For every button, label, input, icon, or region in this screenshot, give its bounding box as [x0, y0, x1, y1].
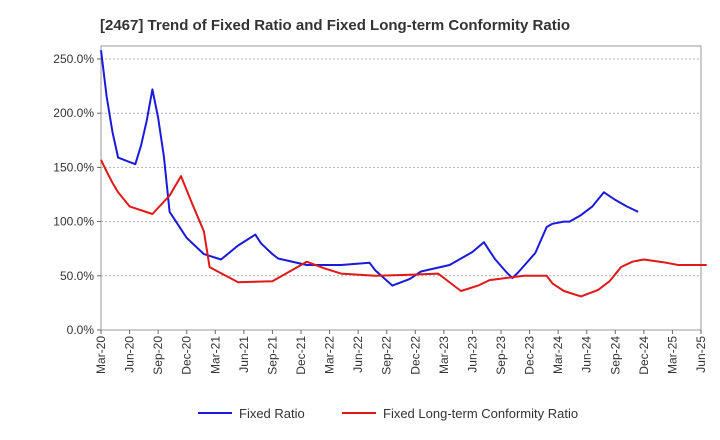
gridlines	[101, 58, 701, 277]
x-tick-label: Dec-22	[408, 336, 422, 375]
x-tick-label: Dec-23	[523, 336, 537, 375]
legend-label-fixed-long-term-conformity-ratio: Fixed Long-term Conformity Ratio	[383, 406, 578, 421]
x-tick-label: Mar-23	[437, 336, 451, 374]
x-tick-label: Dec-24	[637, 336, 651, 375]
x-tick-label: Dec-21	[294, 336, 308, 375]
x-tick-label: Sep-24	[608, 336, 622, 375]
series-line-fixed-ratio	[100, 50, 639, 287]
x-tick-label: Jun-24	[580, 336, 594, 373]
y-axis: 0.0% 50.0% 100.0% 150.0% 200.0% 250.0%	[53, 52, 101, 337]
x-tick-label: Sep-20	[151, 336, 165, 375]
x-tick-label: Jun-22	[351, 336, 365, 373]
x-tick-label: Sep-21	[265, 336, 279, 375]
x-tick-label: Jun-20	[123, 336, 137, 373]
x-tick-label: Sep-22	[380, 336, 394, 375]
y-tick-label: 0.0%	[67, 323, 95, 337]
x-tick-label: Mar-24	[551, 336, 565, 374]
x-axis: Mar-20 Jun-20 Sep-20 Dec-20 Mar-21 Jun-21 Sep-…	[94, 330, 708, 375]
plot-area	[100, 45, 702, 331]
x-tick-label: Sep-23	[494, 336, 508, 375]
x-tick-label: Jun-23	[465, 336, 479, 373]
y-tick-label: 250.0%	[53, 52, 94, 66]
x-tick-label: Mar-25	[665, 336, 679, 374]
legend: Fixed Ratio Fixed Long-term Conformity R…	[198, 406, 578, 421]
series-line-fixed-long-term-conformity-ratio	[100, 159, 707, 298]
x-tick-label: Jun-21	[237, 336, 251, 373]
series-lines	[100, 50, 707, 298]
y-tick-label: 150.0%	[53, 160, 94, 174]
x-tick-label: Mar-20	[94, 336, 108, 374]
y-tick-label: 50.0%	[60, 269, 94, 283]
chart-title: [2467] Trend of Fixed Ratio and Fixed Lo…	[100, 17, 570, 34]
x-tick-label: Mar-21	[208, 336, 222, 374]
x-tick-label: Dec-20	[180, 336, 194, 375]
y-tick-label: 200.0%	[53, 106, 94, 120]
y-tick-label: 100.0%	[53, 215, 94, 229]
x-tick-label: Jun-25	[694, 336, 708, 373]
legend-label-fixed-ratio: Fixed Ratio	[239, 406, 305, 421]
x-tick-label: Mar-22	[323, 336, 337, 374]
